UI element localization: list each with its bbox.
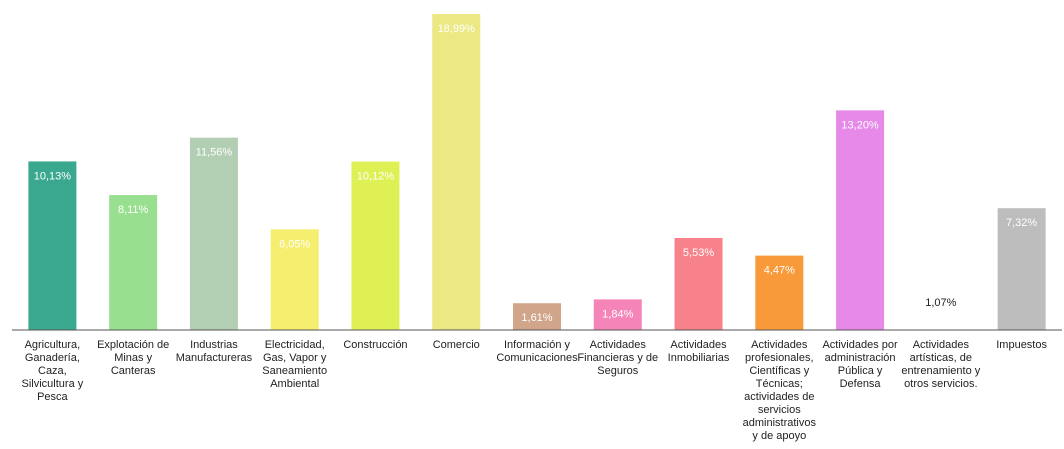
category-label: Construcción (343, 339, 407, 351)
bar-value-label: 7,32% (1006, 217, 1037, 229)
category-label-line: Científicas y (749, 365, 809, 377)
category-label: Información y Comunicaciones (496, 339, 578, 364)
category-label: Actividades profesionales, Científicas y Té… (743, 339, 817, 442)
category-label-line: Impuestos (996, 339, 1047, 351)
bar-value-label: 8,11% (118, 204, 149, 216)
category-label-line: Agricultura, (25, 339, 81, 351)
category-label-line: Electricidad, (265, 339, 325, 351)
category-label: Comercio (433, 339, 480, 351)
category-label: Actividades Financieras y de Seguros (577, 339, 658, 377)
bar-value-label: 11,56% (196, 147, 233, 159)
category-label: Industrias Manufactureras (176, 339, 253, 364)
category-label: Agricultura, Ganadería, Caza, Silvicultura … (22, 339, 84, 403)
bar-value-label: 5,53% (683, 247, 714, 259)
category-label-line: Seguros (597, 365, 638, 377)
bar-4 (351, 162, 399, 330)
category-label: Actividades artísticas, de entrenamiento y… (901, 339, 980, 390)
category-label: Actividades por administración Pública y De… (822, 339, 898, 390)
category-label-line: Manufactureras (176, 352, 253, 364)
category-label-line: actividades de (744, 391, 814, 403)
category-label-line: otros servicios. (904, 378, 977, 390)
category-label: Explotación de Minas y Canteras (97, 339, 169, 377)
category-label-line: servicios (758, 404, 801, 416)
bar-value-label: 18,99% (438, 23, 476, 35)
bar-value-label: 10,12% (357, 171, 395, 183)
category-label-line: Comercio (433, 339, 480, 351)
bar-value-label: 10,13% (34, 170, 72, 182)
category-label-line: Ganadería, (25, 352, 80, 364)
category-label-line: administración (825, 352, 896, 364)
category-label-line: Explotación de (97, 339, 169, 351)
category-label-line: Actividades por (822, 339, 898, 351)
category-label-line: Defensa (840, 378, 882, 390)
category-label-line: Silvicultura y (22, 378, 84, 390)
category-label-line: Ambiental (270, 378, 319, 390)
category-label-line: Financieras y de (577, 352, 658, 364)
category-label-line: entrenamiento y (901, 365, 980, 377)
category-label-line: Actividades (913, 339, 970, 351)
bars-group: 10,13% 8,11% 11,56% 6,05% 10,12% 18,99% 1,61% 1… (28, 14, 1045, 330)
category-label-line: Pesca (37, 391, 68, 403)
category-label-line: Inmobiliarias (668, 352, 730, 364)
category-label-line: Canteras (111, 365, 156, 377)
category-label-line: profesionales, (745, 352, 814, 364)
bar-value-label: 1,07% (925, 297, 956, 309)
category-label-line: Actividades (670, 339, 727, 351)
bar-5 (432, 14, 480, 330)
bar-value-label: 13,20% (841, 119, 879, 131)
category-label-line: Caza, (38, 365, 67, 377)
bar-value-label: 1,61% (521, 312, 552, 324)
category-label: Actividades Inmobiliarias (668, 339, 730, 364)
category-label-line: Pública y (838, 365, 883, 377)
category-label: Electricidad, Gas, Vapor y Saneamiento Ambi… (262, 339, 327, 390)
bar-10 (836, 110, 884, 330)
bar-value-label: 4,47% (764, 265, 795, 277)
category-label-line: Actividades (590, 339, 647, 351)
category-label-line: artísticas, de (910, 352, 972, 364)
bar-11 (917, 312, 965, 330)
bar-2 (190, 138, 238, 330)
category-label-line: Información y (504, 339, 571, 351)
category-label-line: Técnicas; (756, 378, 803, 390)
category-label-line: Comunicaciones (496, 352, 578, 364)
bar-value-label: 6,05% (279, 238, 310, 250)
category-labels-group: Agricultura, Ganadería, Caza, Silvicultura … (22, 339, 1048, 442)
category-label-line: administrativos (743, 417, 817, 429)
category-label-line: Minas y (114, 352, 152, 364)
category-label-line: Actividades (751, 339, 808, 351)
category-label-line: Industrias (190, 339, 238, 351)
category-label: Impuestos (996, 339, 1047, 351)
category-label-line: Saneamiento (262, 365, 327, 377)
category-label-line: Construcción (343, 339, 407, 351)
bar-value-label: 1,84% (602, 308, 633, 320)
category-label-line: y de apoyo (752, 430, 806, 442)
bar-0 (28, 161, 76, 330)
category-label-line: Gas, Vapor y (263, 352, 327, 364)
